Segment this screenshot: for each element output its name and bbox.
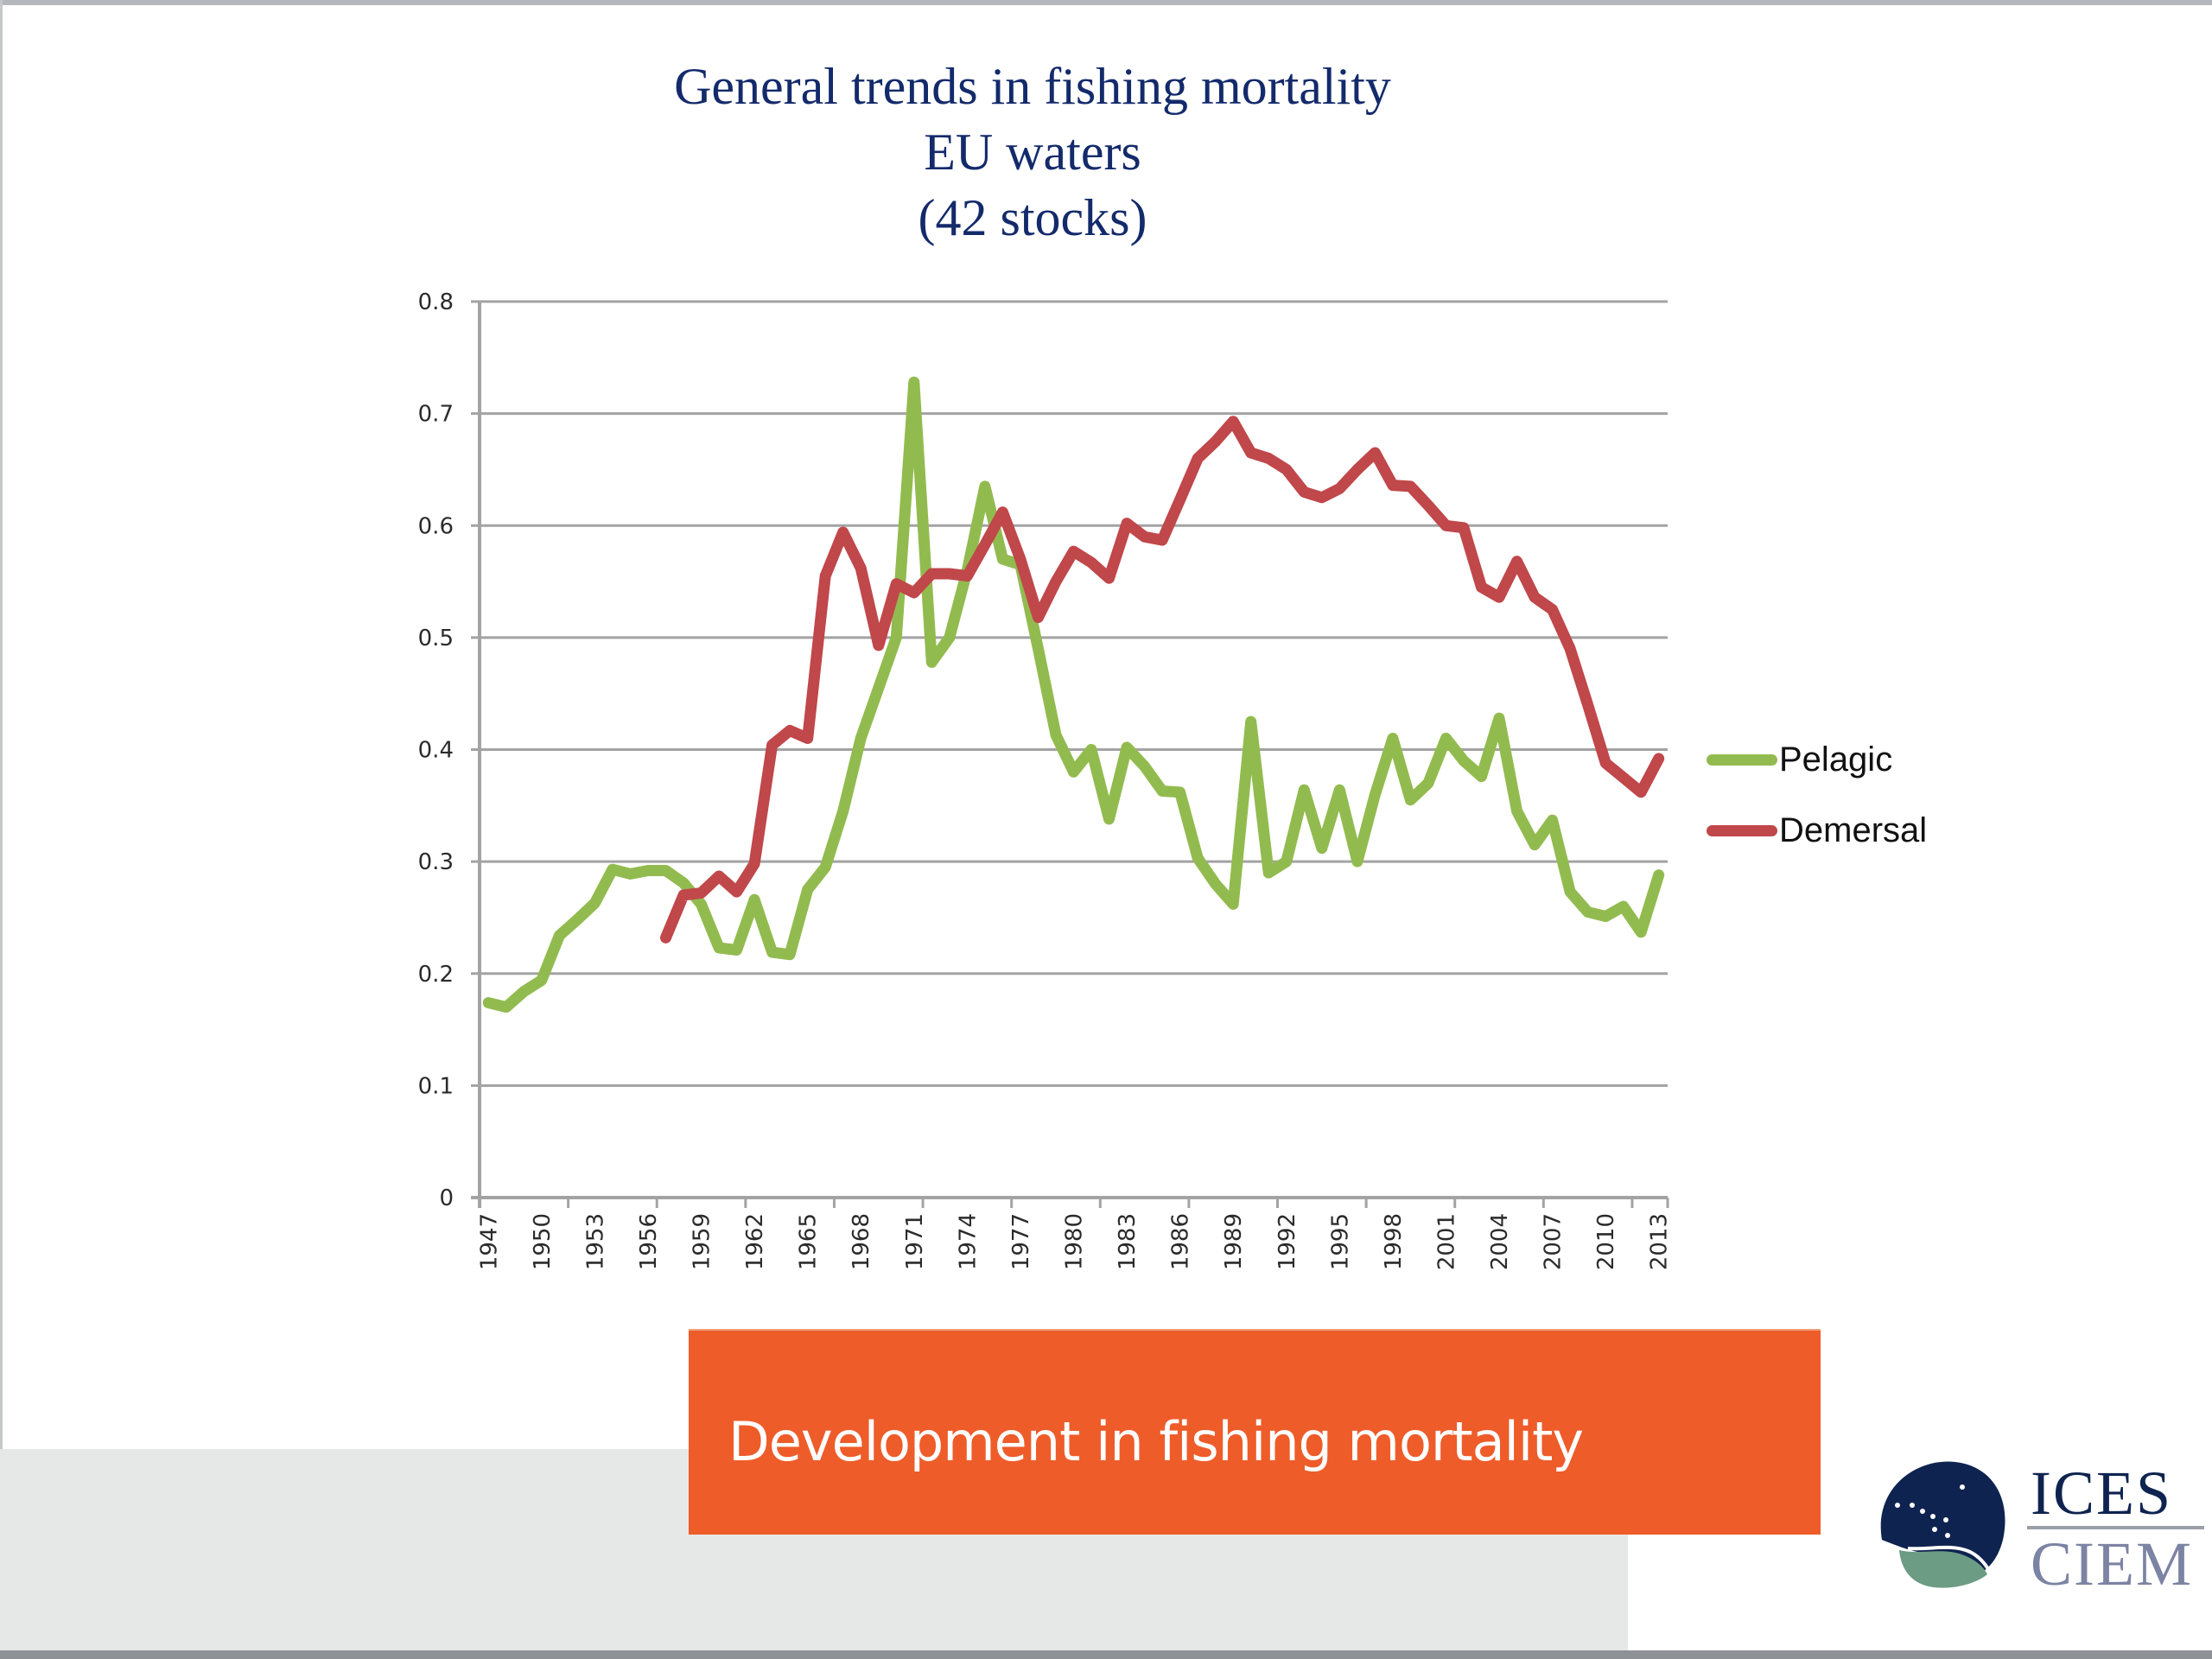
- gridlines: [471, 300, 1668, 1087]
- x-tick-label: 1965: [796, 1213, 822, 1270]
- x-tick-label: 1953: [582, 1213, 608, 1270]
- y-tick-label: 0.2: [418, 962, 454, 988]
- legend-label-demersal: Demersal: [1779, 810, 1928, 849]
- x-tick-label: 1959: [690, 1213, 715, 1270]
- chart-title-line: General trends in fishing mortality: [674, 58, 1391, 115]
- x-tick-label: 1971: [902, 1213, 928, 1270]
- legend-label-pelagic: Pelagic: [1779, 740, 1893, 779]
- logo-divider: [2027, 1526, 2204, 1529]
- logo-text-ciem: CIEM: [2031, 1529, 2193, 1599]
- x-tick-label: 1980: [1062, 1213, 1088, 1270]
- x-tick-label: 1968: [849, 1213, 874, 1270]
- y-tick-label: 0.4: [418, 738, 454, 764]
- x-tick-label: 2010: [1593, 1213, 1619, 1270]
- x-tick-label: 1947: [476, 1213, 502, 1270]
- chart-subtitle-line-2: (42 stocks): [918, 189, 1147, 246]
- banner-text: Development in fishing mortality: [728, 1410, 1584, 1473]
- y-axis-tick-labels: 0 0.1 0.2 0.3 0.4 0.5 0.6 0.7 0.8: [418, 289, 454, 1211]
- y-tick-label: 0.8: [418, 289, 454, 315]
- x-tick-label: 2007: [1541, 1213, 1567, 1270]
- x-tick-label: 1962: [742, 1213, 768, 1270]
- x-tick-label: 1983: [1115, 1213, 1141, 1270]
- y-tick-label: 0.3: [418, 849, 454, 875]
- y-tick-label: 0.1: [418, 1073, 454, 1099]
- y-tick-label: 0.7: [418, 402, 454, 428]
- series-line-pelagic: [482, 376, 1665, 1014]
- window-bottom-border: [0, 1650, 2212, 1659]
- x-axis-tick-labels: 1947 1950 1953 1956 1959 1962 1965 1968 1971 1974…: [476, 1213, 1672, 1270]
- y-tick-label: 0: [439, 1185, 454, 1211]
- x-tick-label: 1992: [1274, 1213, 1300, 1270]
- x-tick-label: 2001: [1433, 1213, 1459, 1270]
- x-tick-label: 1986: [1168, 1213, 1194, 1270]
- x-tick-label: 1956: [636, 1213, 662, 1270]
- logo-text-ices: ICES: [2031, 1459, 2173, 1528]
- chart-subtitle-line-1: EU waters: [924, 124, 1141, 181]
- x-tick-label: 1989: [1221, 1213, 1247, 1270]
- x-tick-label: 1998: [1381, 1213, 1407, 1270]
- x-tick-label: 1950: [530, 1213, 556, 1270]
- y-tick-label: 0.5: [418, 626, 454, 652]
- x-tick-label: 1974: [955, 1213, 981, 1270]
- window-top-border: [0, 0, 2212, 5]
- chart-title: General trends in fishing mortality EU w…: [518, 54, 1547, 251]
- x-tick-label: 1977: [1008, 1213, 1034, 1270]
- slide-banner: Development in fishing mortality: [689, 1331, 1821, 1535]
- legend-swatch-pelagic: [1707, 753, 1777, 766]
- chart-legend: Pelagic Demersal: [1707, 724, 1927, 866]
- legend-item-pelagic: Pelagic: [1707, 724, 1927, 795]
- x-tick-label: 1995: [1327, 1213, 1353, 1270]
- legend-item-demersal: Demersal: [1707, 795, 1927, 866]
- ices-globe-logo-icon: [1880, 1461, 2005, 1588]
- series-lines: [482, 376, 1665, 1014]
- window-left-border: [0, 0, 3, 1659]
- ices-logo: ICES CIEM: [1873, 1453, 2206, 1599]
- x-tick-label: 2004: [1487, 1213, 1513, 1270]
- x-tick-label: 2013: [1647, 1213, 1673, 1270]
- axes: [471, 302, 1669, 1208]
- legend-swatch-demersal: [1707, 824, 1777, 836]
- y-tick-label: 0.6: [418, 513, 454, 539]
